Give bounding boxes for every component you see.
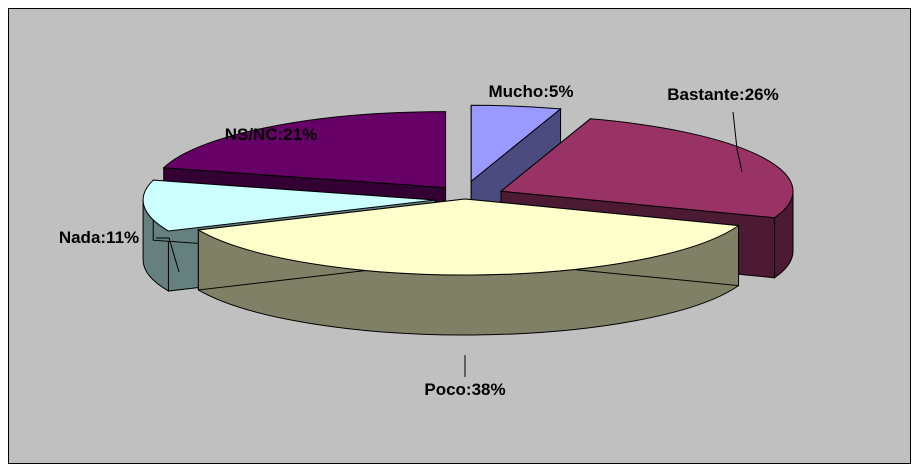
slice-label-poco: Poco:38%: [424, 380, 505, 399]
leader-line-bastante: [732, 111, 743, 173]
slice-label-mucho: Mucho:5%: [489, 82, 574, 101]
pie-top-face: [196, 198, 740, 276]
slice-label-ns-nc: NS/NC:21%: [225, 125, 318, 144]
pie-top-face: [142, 179, 436, 232]
chart-area: Mucho:5% Bastante:26% Poco:38% Nada:11% NS/N…: [8, 8, 911, 464]
pie-chart: Mucho:5% Bastante:26% Poco:38% Nada:11% NS/N…: [59, 82, 794, 399]
pie-top-face: [470, 104, 562, 183]
pie-top-face: [162, 111, 447, 189]
slice-label-nada: Nada:11%: [59, 228, 139, 247]
pie-slice-poco: [196, 198, 740, 336]
slice-label-bastante: Bastante:26%: [667, 85, 779, 104]
leader-line-nada: [156, 237, 180, 273]
pie-top-face: [499, 118, 794, 219]
